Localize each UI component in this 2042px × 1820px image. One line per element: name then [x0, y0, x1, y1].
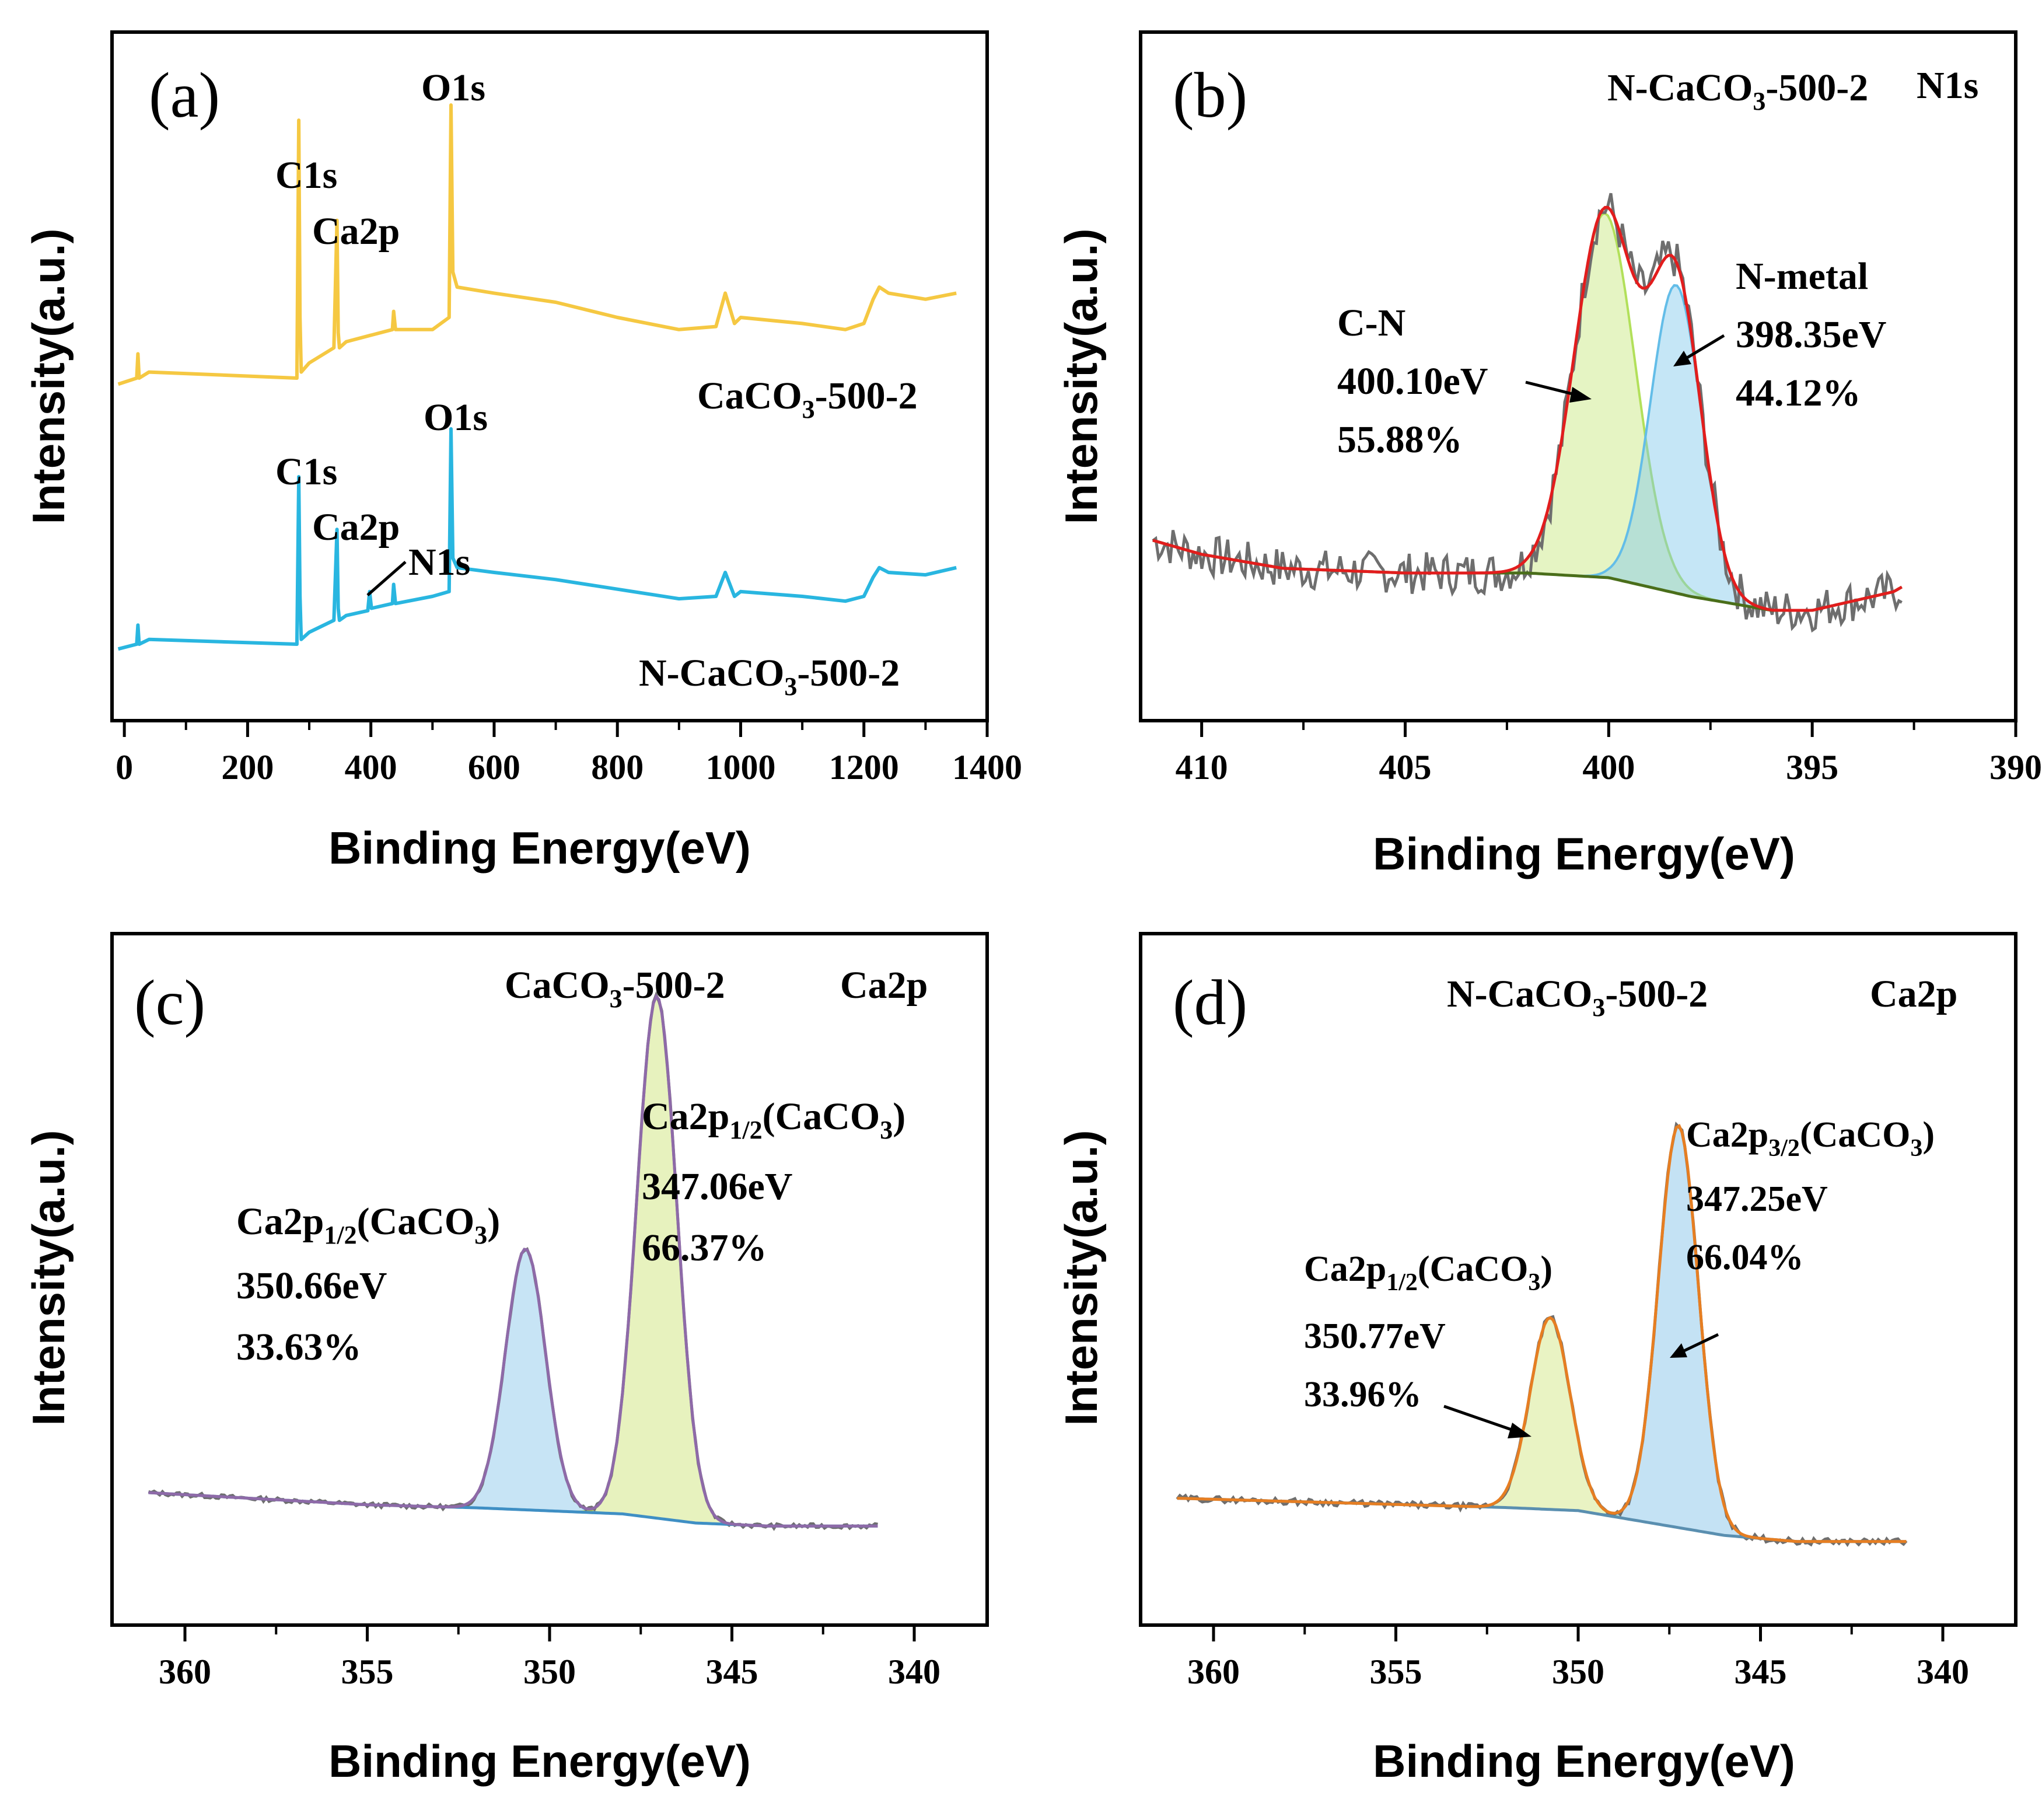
label-nmetal-percent: 44.12% [1736, 372, 1861, 414]
background-line [1152, 539, 1903, 612]
plot-frame-d [1139, 932, 2017, 1627]
panel-label-b: (b) [1173, 60, 1247, 131]
x-tick-label: 405 [1379, 748, 1431, 787]
series-line-0 [117, 103, 957, 386]
label-c-peak1: Ca2p1/2(CaCO3) [236, 1200, 500, 1249]
x-tick-label: 1400 [952, 748, 1022, 787]
x-tick-label: 1000 [705, 748, 775, 787]
fit-d [1176, 1122, 1908, 1547]
y-axis-title-b: Intensity(a.u.) [1055, 228, 1107, 524]
series-name-top: CaCO3-500-2 [697, 375, 918, 424]
title-b: N-CaCO3-500-2 [1607, 67, 1868, 116]
x-tick-label: 340 [1917, 1653, 1969, 1691]
x-axis-title-b: Binding Energy(eV) [1373, 828, 1795, 879]
x-ticks-a: 0 200 400 600 800 1000 1200 1400 [116, 721, 1022, 787]
panel-c-ca2p: (c) 360 355 350 345 340 CaCO3-500-2 Ca2p Ca2… [23, 932, 989, 1787]
x-tick-label: 600 [468, 748, 520, 787]
label-o1s-top: O1s [421, 67, 485, 109]
title-right-c: Ca2p [840, 964, 928, 1007]
x-tick-label: 395 [1786, 748, 1838, 787]
fit-envelope [1152, 205, 1903, 612]
x-tick-label: 400 [345, 748, 397, 787]
label-o1s-bot: O1s [424, 396, 488, 439]
label-cn-percent: 55.88% [1337, 418, 1463, 461]
x-ticks-b: 410 405 400 395 390 [1176, 721, 2042, 787]
arrow-d-peak1 [1443, 1405, 1532, 1438]
label-d-peak1-energy: 350.77eV [1304, 1316, 1446, 1356]
arrow-d-peak2 [1670, 1333, 1719, 1358]
x-tick-label: 360 [159, 1653, 211, 1691]
panel-a-survey: (a) 0 200 400 600 800 1000 1200 1400 O1s C1s Ca… [23, 30, 1022, 874]
title-right-b: N1s [1917, 64, 1978, 107]
label-n1s-bot: N1s [408, 541, 470, 584]
panel-label-d: (d) [1173, 967, 1247, 1038]
fit-b [1152, 193, 1903, 633]
y-axis-title-c: Intensity(a.u.) [23, 1130, 74, 1426]
x-tick-label: 345 [1735, 1653, 1787, 1691]
peak-fill-1 [1152, 285, 1902, 610]
panel-label-a: (a) [149, 60, 220, 131]
x-axis-title-c: Binding Energy(eV) [328, 1735, 751, 1787]
x-tick-label: 355 [341, 1653, 394, 1691]
x-tick-label: 800 [591, 748, 644, 787]
x-tick-label: 350 [1552, 1653, 1604, 1691]
label-c-peak2-energy: 347.06eV [642, 1165, 792, 1208]
panel-d-ca2p: (d) 360 355 350 345 340 N-CaCO3-500-2 Ca2p C… [1055, 932, 2017, 1787]
label-d-peak2-percent: 66.04% [1686, 1238, 1804, 1277]
label-c-peak1-percent: 33.63% [236, 1326, 362, 1368]
title-d: N-CaCO3-500-2 [1447, 973, 1708, 1022]
panel-b-n1s: (b) 410 405 400 395 390 N-CaCO3-500-2 N1s C-… [1055, 30, 2042, 879]
x-tick-label: 345 [706, 1653, 758, 1691]
spectra-a [117, 103, 957, 651]
panel-label-c: (c) [134, 967, 205, 1038]
label-nmetal: N-metal [1736, 255, 1868, 298]
series-line-1 [117, 427, 957, 651]
label-ca2p-bot: Ca2p [312, 506, 400, 549]
label-c-peak2: Ca2p1/2(CaCO3) [642, 1095, 905, 1144]
label-d-peak1-percent: 33.96% [1304, 1375, 1422, 1414]
n1s-pointer [366, 561, 407, 596]
x-tick-label: 355 [1370, 1653, 1422, 1691]
plot-frame-a [110, 30, 989, 722]
x-tick-label: 0 [116, 748, 133, 787]
plot-frame-b [1139, 30, 2017, 722]
peak-fill-0 [1177, 1318, 1907, 1542]
arrow-nmetal [1673, 334, 1725, 366]
peak-fill-0 [148, 1249, 878, 1526]
label-cn: C-N [1337, 302, 1405, 344]
label-c-peak2-percent: 66.37% [642, 1227, 767, 1269]
fit-c [148, 991, 878, 1531]
title-c: CaCO3-500-2 [505, 964, 725, 1013]
x-axis-title-a: Binding Energy(eV) [328, 822, 751, 874]
y-axis-title-a: Intensity(a.u.) [23, 228, 74, 524]
label-nmetal-energy: 398.35eV [1736, 313, 1886, 356]
arrow-cn [1525, 380, 1592, 403]
x-tick-label: 410 [1176, 748, 1228, 787]
fit-envelope [1177, 1124, 1907, 1543]
label-ca2p-top: Ca2p [312, 210, 400, 253]
fit-envelope [148, 993, 878, 1528]
x-ticks-d: 360 355 350 345 340 [1187, 1625, 1969, 1691]
label-c1s-bot: C1s [275, 450, 337, 493]
label-cn-energy: 400.10eV [1337, 360, 1488, 403]
x-tick-label: 390 [1989, 748, 2042, 787]
label-c1s-top: C1s [275, 154, 337, 197]
x-tick-label: 350 [523, 1653, 576, 1691]
y-axis-title-d: Intensity(a.u.) [1055, 1130, 1107, 1426]
x-tick-label: 200 [221, 748, 274, 787]
x-axis-title-d: Binding Energy(eV) [1373, 1735, 1795, 1787]
x-tick-label: 360 [1187, 1653, 1240, 1691]
x-tick-label: 400 [1582, 748, 1635, 787]
label-d-peak2-energy: 347.25eV [1686, 1179, 1828, 1219]
label-c-peak1-energy: 350.66eV [236, 1264, 387, 1307]
x-ticks-c: 360 355 350 345 340 [159, 1625, 940, 1691]
label-d-peak2: Ca2p3/2(CaCO3) [1686, 1115, 1935, 1162]
series-name-bot: N-CaCO3-500-2 [639, 652, 900, 701]
x-tick-label: 1200 [829, 748, 899, 787]
x-tick-label: 340 [888, 1653, 940, 1691]
title-right-d: Ca2p [1870, 973, 1957, 1015]
label-d-peak1: Ca2p1/2(CaCO3) [1304, 1249, 1553, 1296]
